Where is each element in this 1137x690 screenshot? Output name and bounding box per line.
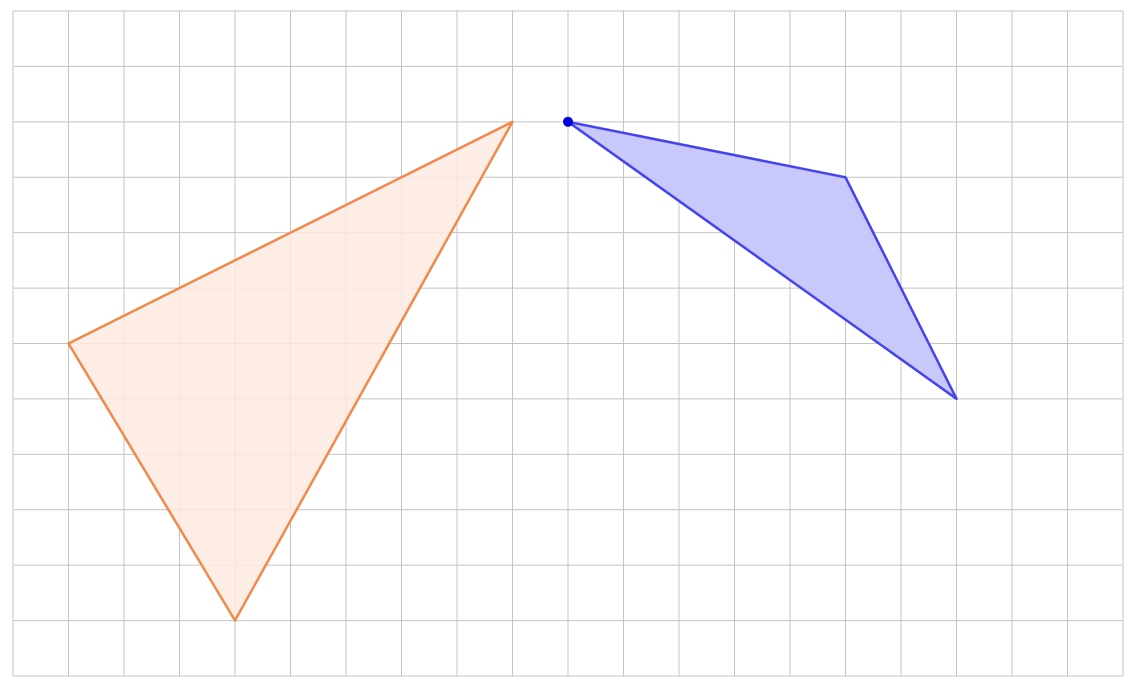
vertex-point [563, 116, 573, 127]
blue-triangle [566, 120, 958, 401]
orange-triangle [67, 120, 514, 622]
grid [12, 10, 1124, 677]
